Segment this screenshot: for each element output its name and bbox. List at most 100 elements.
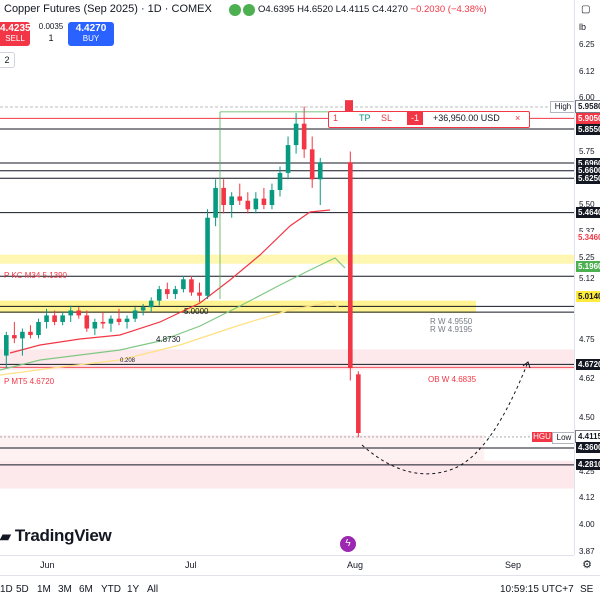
symbol-title[interactable]: Copper Futures (Sep 2025) · 1D · COMEX (4, 3, 212, 15)
bolt-icon[interactable]: ϟ (340, 536, 356, 552)
low-tag: Low (552, 432, 576, 444)
price-axis[interactable]: lb ▢ 6.25 6.12 6.00 5.75 5.50 5.37 5.25 5.12 4.7… (574, 0, 600, 556)
tf-all[interactable]: All (147, 584, 159, 595)
candle-body (245, 200, 251, 210)
candle-body (100, 321, 106, 324)
y-tick: 4.00 (579, 520, 595, 529)
tf-1m[interactable]: 1M (37, 584, 51, 595)
tf-3m[interactable]: 3M (58, 584, 72, 595)
position-pnl: +36,950.00 USD (433, 113, 500, 123)
tf-6m[interactable]: 6M (79, 584, 93, 595)
settings-icon[interactable]: ▢ (581, 4, 591, 15)
candle-body (301, 123, 307, 150)
legend-toggle[interactable]: 2 (0, 52, 15, 68)
candle-body (348, 162, 353, 369)
candle-body (132, 310, 138, 319)
level-4873-label: 4.8730 (156, 335, 181, 344)
clock[interactable]: 10:59:15 UTC+7 (500, 584, 574, 595)
candle-body (237, 196, 243, 201)
zone-yellow-upper (0, 254, 574, 264)
axis-settings-icon[interactable]: ⚙ (582, 559, 592, 571)
buy-button[interactable]: 4.4270 BUY (68, 22, 114, 46)
candle-body (293, 123, 299, 146)
x-tick-sep: Sep (505, 560, 522, 570)
candle-body (173, 289, 178, 295)
five-level-label: 5.0000 (184, 307, 209, 316)
sell-button[interactable]: 4.4235 SELL (0, 22, 31, 46)
price-badge: 5.9580 (575, 100, 600, 114)
price-badge: 5.4640 (576, 207, 600, 219)
high-tag: High (550, 101, 576, 113)
candle-body (205, 217, 210, 296)
price-badge: 4.6720 (576, 358, 600, 370)
chart-header: Copper Futures (Sep 2025) · 1D · COMEX O… (0, 0, 574, 20)
change-value: −0.2030 (−4.38%) (410, 4, 487, 15)
y-tick: 5.75 (579, 146, 595, 156)
candle-body (309, 149, 315, 180)
obw-level-label: OB W 4.6835 (428, 375, 477, 384)
price-badge: 4.3600 (576, 442, 600, 454)
tf-ytd[interactable]: YTD (101, 584, 121, 595)
tf-1d[interactable]: 1D (0, 584, 13, 595)
sl-button[interactable]: SL (381, 113, 393, 123)
candle-body (165, 289, 170, 295)
candle-body (253, 198, 259, 210)
y-tick: 4.75 (579, 335, 595, 344)
candle-body (76, 310, 82, 316)
rw-label-1: R W 4.9550 (430, 317, 473, 326)
tp-button[interactable]: TP (359, 113, 371, 123)
kc-level-label: P KC M34 5.1390 (4, 271, 68, 280)
tf-5d[interactable]: 5D (16, 584, 29, 595)
market-status-dot (229, 4, 241, 16)
candle-body (92, 321, 98, 329)
candle-body (317, 162, 323, 180)
candle-body (12, 335, 17, 339)
candle-body (36, 321, 41, 336)
quantity-value[interactable]: 1 (48, 33, 54, 43)
position-percent[interactable]: 1 (333, 113, 339, 123)
x-tick-jul: Jul (185, 560, 197, 570)
tf-1y[interactable]: 1Y (127, 584, 140, 595)
moving-average-line (9, 209, 331, 354)
y-tick: 5.37 (579, 226, 595, 236)
bottom-toolbar: 1D 5D 1M 3M 6M YTD 1Y All 10:59:15 UTC+7… (0, 575, 600, 601)
candle-body (116, 318, 122, 322)
time-axis[interactable]: Jun Jul Aug Sep (0, 555, 574, 576)
mt5-level-label: P MT5 4.6720 (4, 377, 55, 386)
candle-body (156, 289, 162, 301)
chart-plot[interactable] (0, 0, 574, 555)
data-status-dot (243, 4, 255, 16)
zone-pink-lower (0, 460, 574, 489)
position-toolbar[interactable]: 1 TP SL -1 +36,950.00 USD × (328, 111, 530, 128)
candle-body (44, 315, 49, 322)
price-badge: 5.9050 (576, 112, 600, 124)
zone-pink-ob (0, 349, 574, 370)
y-tick: 4.62 (579, 374, 595, 383)
projection-path (361, 361, 529, 475)
x-tick-aug: Aug (347, 560, 364, 570)
position-qty: -1 (407, 112, 424, 125)
close-position-icon[interactable]: × (515, 113, 521, 123)
ohlc-readout: O4.6395 H4.6520 L4.4115 C4.4270 −0.2030 … (258, 4, 487, 15)
moving-average-line (0, 301, 341, 376)
y-tick: 4.50 (579, 413, 595, 422)
tradingview-logo-icon: ▰ (0, 528, 11, 544)
candle-body (20, 331, 25, 339)
candle-body (68, 310, 73, 316)
candle-body (52, 315, 57, 322)
candle-body (269, 190, 275, 205)
candle-body (213, 187, 218, 218)
y-tick: 5.12 (579, 273, 595, 283)
price-badge: 5.0140 (576, 291, 600, 303)
price-badge: 5.6960 (576, 157, 600, 169)
rw-label-2: R W 4.9195 (430, 325, 473, 334)
tradingview-logo[interactable]: ▰ TradingView (0, 526, 112, 545)
session-selector[interactable]: SE (580, 584, 594, 595)
candle-body (28, 331, 33, 336)
candle-body (148, 300, 154, 308)
price-badge: 5.3460 (576, 232, 600, 244)
x-tick-jun: Jun (40, 560, 55, 570)
price-badge: 4.4115 (575, 430, 600, 444)
projection-arrowhead (522, 361, 531, 369)
y-tick: 3.87 (579, 546, 595, 556)
